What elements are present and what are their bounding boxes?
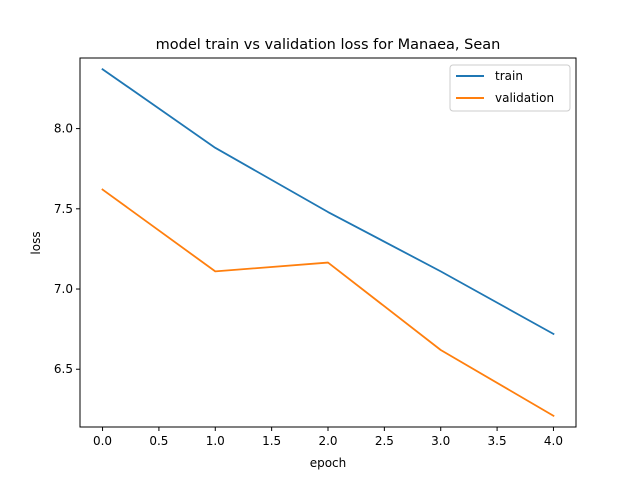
- series-lines: [101, 67, 555, 418]
- y-tick-label: 6.5: [54, 362, 73, 376]
- plot-background: [80, 58, 576, 427]
- chart-title: model train vs validation loss for Manae…: [156, 37, 501, 53]
- x-axis-label: epoch: [310, 456, 347, 470]
- series-line-validation: [101, 188, 555, 418]
- legend: train validation: [449, 64, 571, 112]
- series-line-train: [101, 67, 555, 336]
- x-tick-label: 3.5: [488, 434, 507, 448]
- x-tick-label: 1.0: [206, 434, 225, 448]
- x-tick-label: 0.0: [93, 434, 112, 448]
- x-tick-label: 3.0: [431, 434, 450, 448]
- legend-label-validation: validation: [495, 91, 554, 105]
- x-tick-label: 0.5: [149, 434, 168, 448]
- plot-area: 0.0 0.5 1.0 1.5 2.0 2.5 3.0 3.5 4.0 6.5 7.0 7.5 8.0: [54, 57, 577, 448]
- plot-frame: [79, 57, 577, 428]
- x-tick-label: 1.5: [262, 434, 281, 448]
- y-tick-label: 7.5: [54, 202, 73, 216]
- y-axis: 6.5 7.0 7.5 8.0: [54, 122, 80, 376]
- y-tick-label: 8.0: [54, 122, 73, 136]
- y-axis-label: loss: [29, 231, 43, 254]
- legend-label-train: train: [495, 69, 523, 83]
- x-tick-label: 2.5: [375, 434, 394, 448]
- x-tick-label: 4.0: [544, 434, 563, 448]
- y-tick-label: 7.0: [54, 282, 73, 296]
- x-tick-label: 2.0: [318, 434, 337, 448]
- x-axis: 0.0 0.5 1.0 1.5 2.0 2.5 3.0 3.5 4.0: [93, 427, 563, 448]
